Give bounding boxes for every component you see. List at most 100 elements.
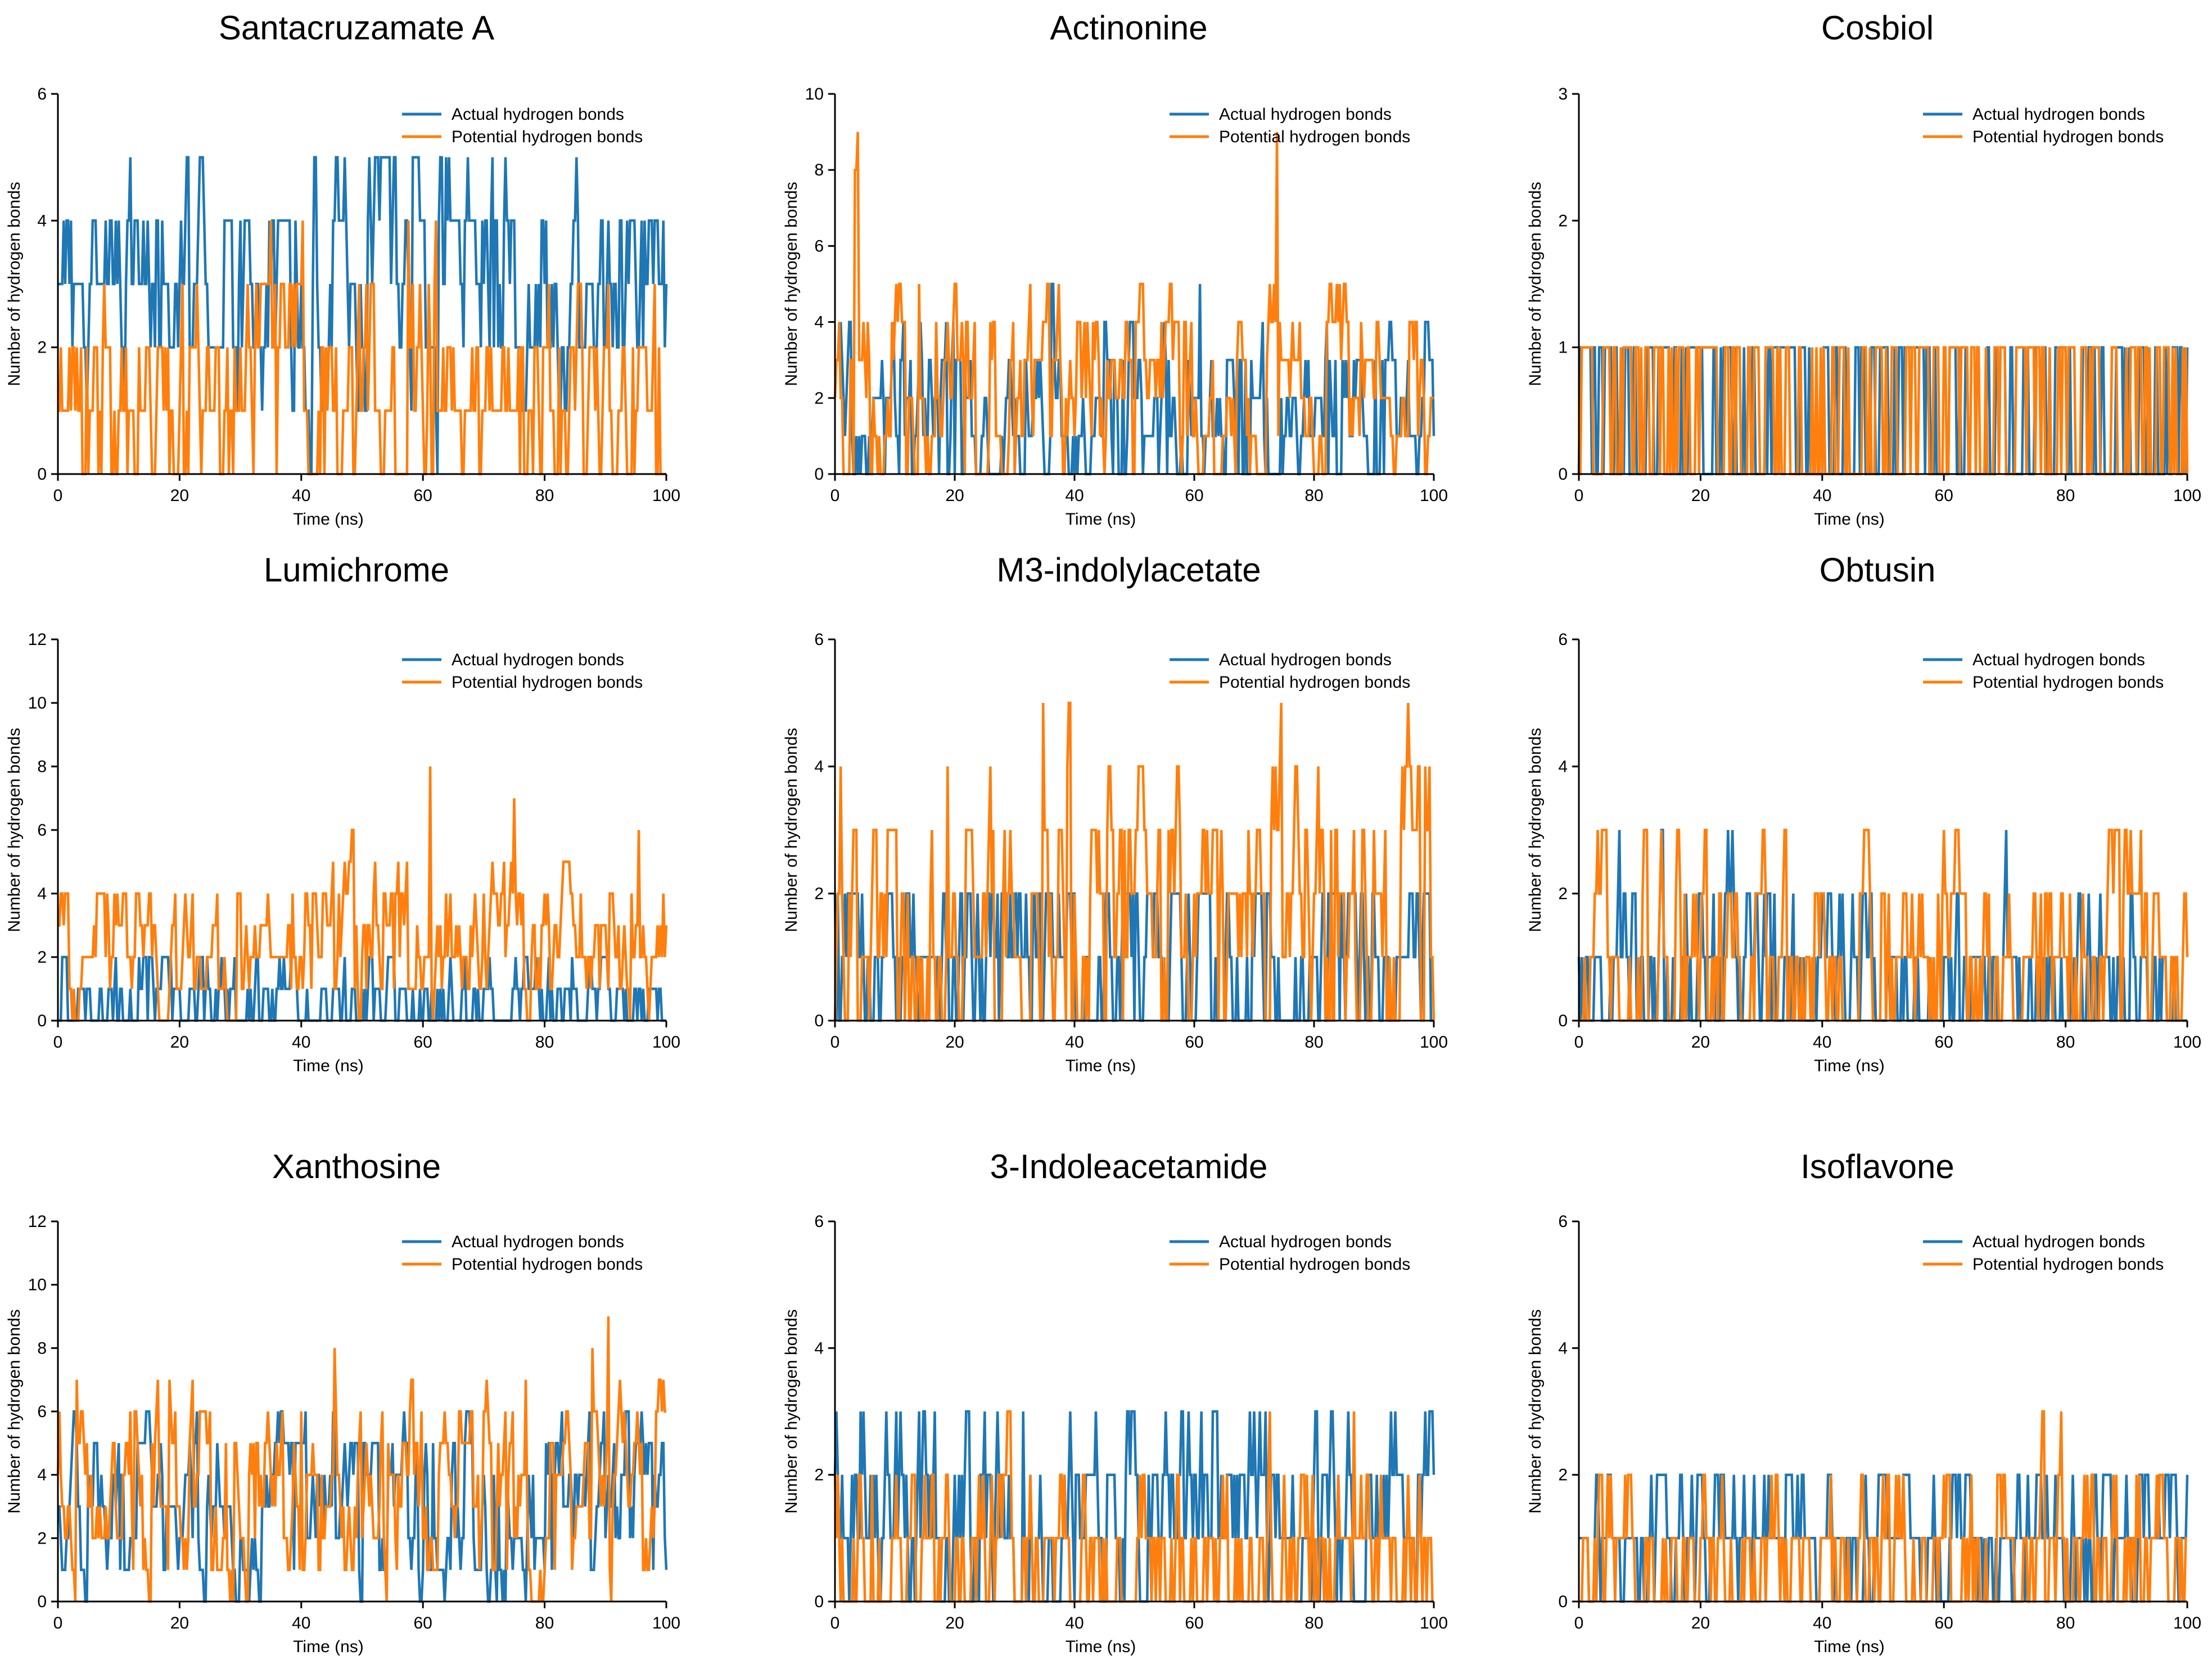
x-tick-label: 80: [535, 1614, 554, 1632]
legend-label-potential: Potential hydrogen bonds: [1972, 128, 2164, 146]
x-tick-label: 60: [414, 1614, 432, 1632]
y-tick-label: 0: [814, 1593, 824, 1611]
x-tick-label: 100: [652, 1614, 680, 1632]
y-tick-label: 4: [814, 1339, 824, 1357]
x-tick-label: 20: [1691, 486, 1710, 505]
subplot-title: M3-indolylacetate: [996, 551, 1261, 589]
x-tick-label: 80: [1304, 1614, 1323, 1632]
x-tick-label: 20: [945, 1033, 964, 1052]
y-axis-label: Number of hydrogen bonds: [1526, 1309, 1545, 1514]
y-tick-label: 6: [37, 821, 47, 840]
subplot-0: Santacruzamate A 0 20 40 60 80 100 0 2 4 6 Time (ns…: [5, 9, 680, 529]
x-axis-label: Time (ns): [1814, 510, 1885, 529]
x-tick-label: 100: [652, 486, 680, 505]
y-tick-label: 2: [1558, 1466, 1568, 1485]
subplot-2: Cosbiol 0 20 40 60 80 100 0 1 2 3 Time (ns) Number o…: [1526, 9, 2201, 529]
x-tick-label: 20: [945, 1614, 964, 1632]
y-tick-label: 6: [37, 1402, 47, 1421]
x-tick-label: 100: [1420, 1614, 1448, 1632]
x-tick-label: 0: [1574, 1614, 1584, 1632]
y-tick-label: 0: [814, 1012, 824, 1030]
x-tick-label: 80: [2056, 486, 2075, 505]
y-axis-label: Number of hydrogen bonds: [782, 182, 801, 386]
legend-label-actual: Actual hydrogen bonds: [452, 1233, 624, 1251]
y-axis-label: Number of hydrogen bonds: [1526, 728, 1545, 932]
x-tick-label: 0: [1574, 1033, 1584, 1052]
x-tick-label: 100: [2173, 486, 2201, 505]
x-tick-label: 0: [830, 1614, 840, 1632]
x-tick-label: 0: [830, 1033, 840, 1052]
y-tick-label: 2: [814, 1466, 824, 1485]
series-line-actual: [58, 156, 668, 476]
x-tick-label: 0: [53, 1614, 63, 1632]
x-tick-label: 100: [652, 1033, 680, 1052]
series-line-potential: [1579, 828, 2189, 1022]
y-tick-label: 2: [37, 339, 47, 357]
y-axis-label: Number of hydrogen bonds: [782, 728, 801, 932]
x-tick-label: 0: [830, 486, 840, 505]
x-tick-label: 60: [1185, 1614, 1203, 1632]
y-tick-label: 6: [814, 630, 824, 649]
x-tick-label: 60: [1935, 1614, 1953, 1632]
y-tick-label: 4: [1558, 1339, 1568, 1357]
x-tick-label: 60: [414, 486, 432, 505]
y-tick-label: 2: [1558, 885, 1568, 903]
x-tick-label: 80: [2056, 1614, 2075, 1632]
x-tick-label: 80: [1304, 1033, 1323, 1052]
x-tick-label: 40: [1813, 486, 1831, 505]
x-tick-label: 40: [1065, 1614, 1084, 1632]
subplot-3: Lumichrome 0 20 40 60 80 100 0 2 4 6 8 10 12 Time (ns)…: [5, 551, 680, 1075]
y-axis-label: Number of hydrogen bonds: [5, 1309, 24, 1514]
subplot-title: Xanthosine: [272, 1148, 441, 1185]
y-tick-label: 10: [805, 85, 824, 103]
y-axis-label: Number of hydrogen bonds: [5, 728, 24, 932]
x-axis-label: Time (ns): [293, 1638, 364, 1656]
x-axis-label: Time (ns): [293, 510, 364, 529]
x-axis-label: Time (ns): [1066, 1638, 1136, 1656]
x-tick-label: 100: [1420, 486, 1448, 505]
y-tick-label: 0: [37, 465, 47, 484]
y-tick-label: 6: [1558, 630, 1568, 649]
y-tick-label: 6: [814, 1212, 824, 1231]
legend-label-actual: Actual hydrogen bonds: [1972, 1233, 2145, 1251]
y-tick-label: 10: [28, 1276, 47, 1294]
y-tick-label: 2: [814, 885, 824, 903]
x-tick-label: 40: [292, 1614, 310, 1632]
y-tick-label: 4: [37, 1466, 47, 1485]
y-tick-label: 0: [1558, 1012, 1568, 1030]
x-tick-label: 80: [1304, 486, 1323, 505]
subplot-title: 3-Indoleacetamide: [990, 1148, 1268, 1185]
x-axis-label: Time (ns): [293, 1057, 364, 1075]
x-axis-label: Time (ns): [1814, 1057, 1885, 1075]
x-tick-label: 40: [1813, 1614, 1831, 1632]
x-tick-label: 40: [292, 486, 310, 505]
subplot-title: Lumichrome: [264, 551, 449, 589]
legend-label-actual: Actual hydrogen bonds: [452, 105, 624, 124]
legend-label-potential: Potential hydrogen bonds: [1219, 1255, 1410, 1274]
y-tick-label: 4: [814, 313, 824, 332]
legend-label-potential: Potential hydrogen bonds: [452, 128, 643, 146]
legend-label-potential: Potential hydrogen bonds: [1972, 1255, 2164, 1274]
legend-label-potential: Potential hydrogen bonds: [1219, 128, 1410, 146]
series-line-potential: [58, 220, 666, 476]
x-tick-label: 20: [170, 486, 189, 505]
x-tick-label: 80: [535, 1033, 554, 1052]
subplot-5: Obtusin 0 20 40 60 80 100 0 2 4 6 Time (ns) Number o…: [1526, 551, 2201, 1075]
x-tick-label: 40: [1065, 1033, 1084, 1052]
x-tick-label: 40: [1813, 1033, 1831, 1052]
x-tick-label: 40: [1065, 486, 1084, 505]
y-tick-label: 0: [814, 465, 824, 484]
x-tick-label: 0: [1574, 486, 1584, 505]
x-axis-label: Time (ns): [1066, 510, 1136, 529]
series-line-potential: [833, 132, 1434, 476]
y-tick-label: 8: [37, 1339, 47, 1357]
y-tick-label: 4: [37, 211, 47, 230]
y-tick-label: 4: [1558, 757, 1568, 776]
y-tick-label: 0: [37, 1012, 47, 1030]
x-tick-label: 100: [1420, 1033, 1448, 1052]
y-tick-label: 2: [37, 1529, 47, 1548]
x-tick-label: 80: [2056, 1033, 2075, 1052]
y-tick-label: 3: [1558, 85, 1568, 103]
